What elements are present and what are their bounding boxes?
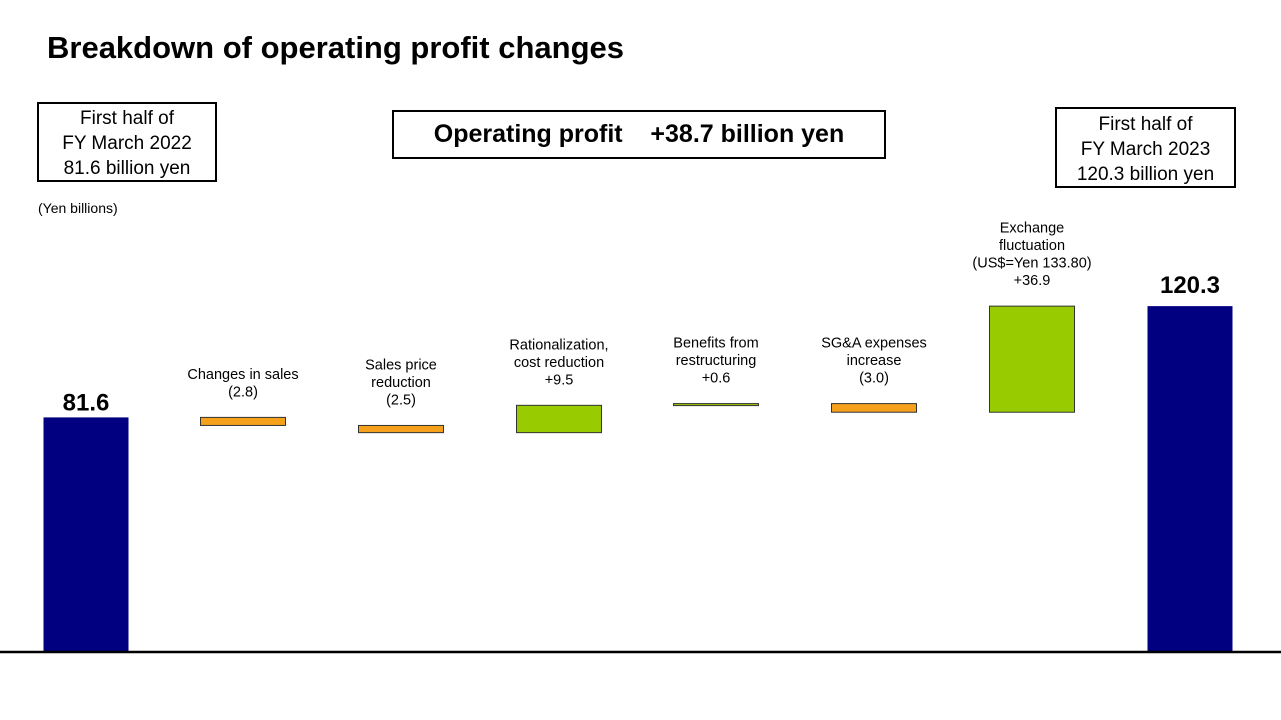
start-total-bar <box>43 417 129 652</box>
step-bar-1 <box>200 416 286 426</box>
unit-label: (Yen billions) <box>38 200 118 216</box>
step-bar-6 <box>989 305 1075 413</box>
start-period-box: First half of FY March 2022 81.6 billion… <box>37 102 217 182</box>
end-total-bar <box>1147 306 1233 652</box>
step-label-3: Rationalization, cost reduction +9.5 <box>509 337 608 388</box>
step-label-1: Changes in sales (2.8) <box>187 367 298 401</box>
step-label-5: SG&A expenses increase (3.0) <box>821 336 927 387</box>
start-period-line-3: 81.6 billion yen <box>63 158 191 179</box>
step-bar-4 <box>673 403 759 407</box>
step-label-4: Benefits from restructuring +0.6 <box>673 336 758 387</box>
end-period-line-2: FY March 2023 <box>1080 139 1211 160</box>
end-period-line-1: First half of <box>1098 114 1193 135</box>
step-bar-5 <box>831 403 917 413</box>
start-period-line-1: First half of <box>80 108 174 129</box>
end-total-label: 120.3 <box>1160 272 1220 299</box>
start-total-label: 81.6 <box>63 389 110 416</box>
step-bar-2 <box>358 424 444 434</box>
step-label-6: Exchange fluctuation (US$=Yen 133.80) +36.9 <box>972 221 1091 290</box>
end-period-line-3: 120.3 billion yen <box>1076 164 1215 185</box>
step-bar-3 <box>516 404 602 434</box>
page-title: Breakdown of operating profit changes <box>47 30 624 65</box>
operating-profit-change-box: Operating profit +38.7 billion yen <box>392 110 886 159</box>
start-period-line-2: FY March 2022 <box>62 133 192 154</box>
end-period-box: First half of FY March 2023 120.3 billio… <box>1055 107 1236 188</box>
step-label-2: Sales price reduction (2.5) <box>365 357 437 408</box>
